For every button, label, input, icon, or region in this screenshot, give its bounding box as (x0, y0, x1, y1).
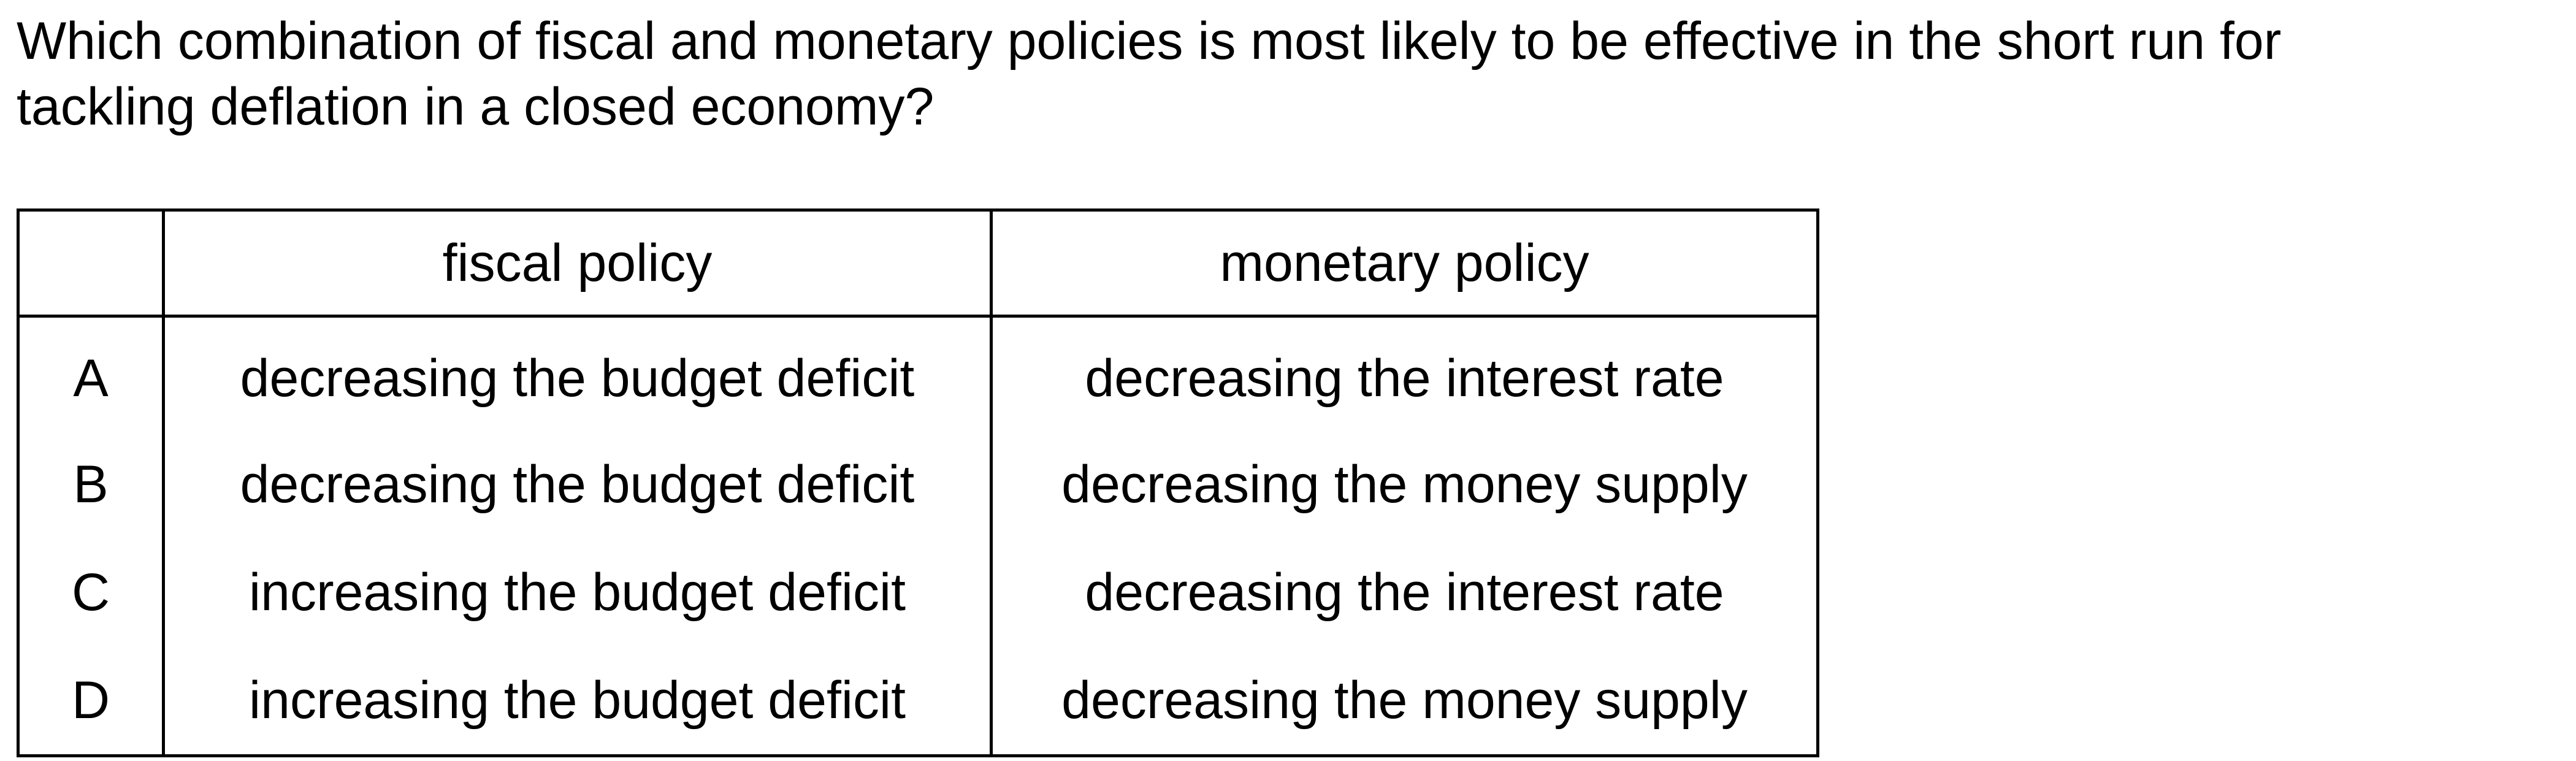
fiscal-policy-cell: decreasing the budget deficit (162, 316, 993, 430)
header-key-cell (17, 208, 165, 318)
header-fiscal-policy: fiscal policy (162, 208, 993, 318)
monetary-policy-cell: decreasing the money supply (990, 430, 1819, 538)
options-table: fiscal policy monetary policy A decreasi… (17, 208, 1819, 757)
option-key: B (17, 430, 165, 538)
table-row-c: C increasing the budget deficit decreasi… (17, 538, 1819, 646)
table-row-b: B decreasing the budget deficit decreasi… (17, 430, 1819, 538)
option-key: D (17, 646, 165, 757)
monetary-policy-cell: decreasing the interest rate (990, 538, 1819, 646)
table-header-row: fiscal policy monetary policy (17, 208, 1819, 318)
header-monetary-policy: monetary policy (990, 208, 1819, 318)
fiscal-policy-cell: decreasing the budget deficit (162, 430, 993, 538)
table-row-a: A decreasing the budget deficit decreasi… (17, 316, 1819, 430)
fiscal-policy-cell: increasing the budget deficit (162, 646, 993, 757)
monetary-policy-cell: decreasing the money supply (990, 646, 1819, 757)
question-line-1: Which combination of fiscal and monetary… (17, 12, 2282, 71)
fiscal-policy-cell: increasing the budget deficit (162, 538, 993, 646)
question-line-2: tackling deflation in a closed economy? (17, 77, 934, 136)
monetary-policy-cell: decreasing the interest rate (990, 316, 1819, 430)
table-row-d: D increasing the budget deficit decreasi… (17, 646, 1819, 757)
option-key: C (17, 538, 165, 646)
question-text: Which combination of fiscal and monetary… (17, 9, 2531, 140)
option-key: A (17, 316, 165, 430)
